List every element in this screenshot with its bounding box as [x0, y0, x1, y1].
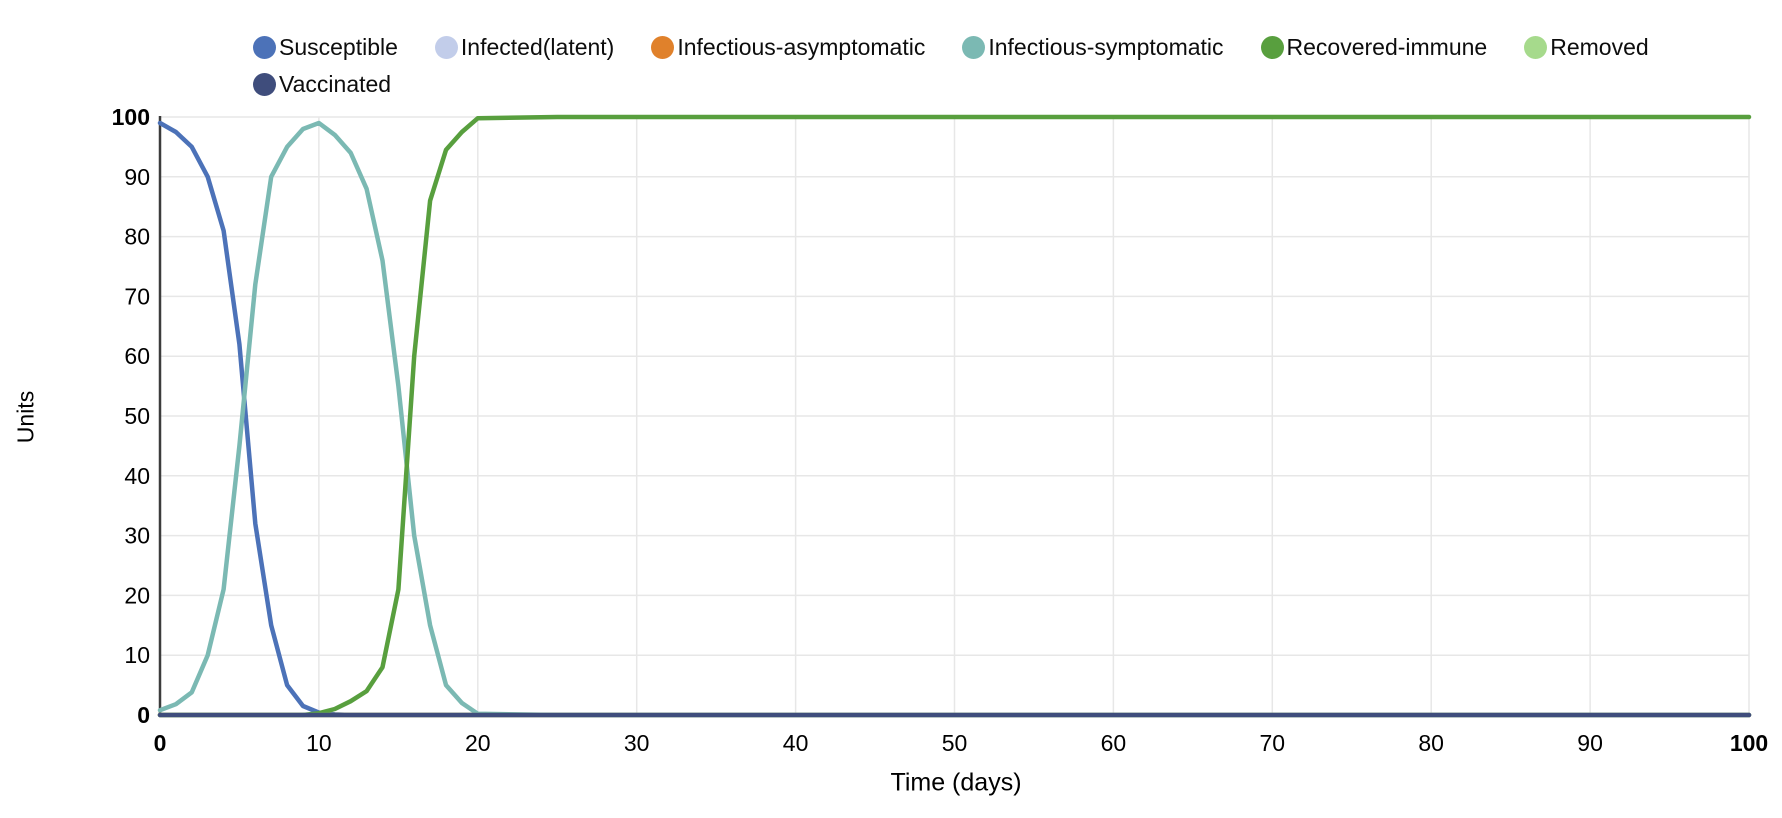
legend-swatch-icon: [651, 35, 675, 59]
x-tick-label: 70: [1260, 730, 1286, 756]
legend-item-label: Removed: [1550, 34, 1649, 60]
legend-item-label: Susceptible: [279, 34, 398, 60]
legend-item-label: Vaccinated: [279, 71, 392, 97]
y-tick-label: 0: [137, 702, 150, 728]
x-tick-label: 50: [942, 730, 968, 756]
x-tick-label: 80: [1418, 730, 1444, 756]
legend-item-infectious-asymptomatic[interactable]: Infectious-asymptomatic: [651, 34, 925, 60]
y-tick-label: 60: [124, 343, 150, 369]
legend-swatch-icon: [253, 72, 276, 96]
y-tick-label: 50: [124, 403, 150, 429]
y-tick-label: 90: [124, 164, 150, 190]
y-tick-label: 70: [124, 283, 150, 309]
x-tick-label: 60: [1101, 730, 1127, 756]
legend-item-label: Infected(latent): [460, 34, 615, 60]
legend-swatch-icon: [1524, 35, 1548, 59]
legend-item-label: Infectious-asymptomatic: [677, 34, 926, 60]
x-tick-label: 20: [465, 730, 491, 756]
y-axis-title: Units: [12, 390, 39, 444]
legend-item-susceptible[interactable]: Susceptible: [253, 34, 398, 60]
legend-swatch-icon: [962, 35, 986, 59]
y-tick-label: 30: [124, 523, 150, 549]
legend-item-label: Infectious-symptomatic: [988, 34, 1224, 60]
legend-swatch-icon: [434, 35, 458, 59]
chart-legend: Susceptible Infected(latent) Infectious-as…: [253, 34, 1742, 97]
x-axis-title: Time (days): [890, 768, 1022, 797]
legend-item-recovered-immune[interactable]: Recovered-immune: [1260, 34, 1488, 60]
legend-swatch-icon: [1260, 35, 1284, 59]
legend-item-vaccinated[interactable]: Vaccinated: [253, 71, 391, 97]
legend-swatch-icon: [253, 35, 276, 59]
x-tick-label: 100: [1730, 730, 1768, 756]
legend-item-infectious-symptomatic[interactable]: Infectious-symptomatic: [962, 34, 1224, 60]
y-tick-label: 100: [112, 104, 150, 130]
legend-item-infected-latent[interactable]: Infected(latent): [434, 34, 615, 60]
x-tick-label: 40: [783, 730, 809, 756]
legend-item-label: Recovered-immune: [1286, 34, 1488, 60]
x-tick-label: 90: [1577, 730, 1603, 756]
y-tick-label: 80: [124, 224, 150, 250]
y-tick-label: 40: [124, 463, 150, 489]
x-tick-label: 0: [154, 730, 167, 756]
x-tick-label: 30: [624, 730, 650, 756]
x-tick-label: 10: [306, 730, 332, 756]
y-tick-label: 20: [124, 582, 150, 608]
legend-item-removed[interactable]: Removed: [1524, 34, 1649, 60]
y-tick-label: 10: [124, 642, 150, 668]
